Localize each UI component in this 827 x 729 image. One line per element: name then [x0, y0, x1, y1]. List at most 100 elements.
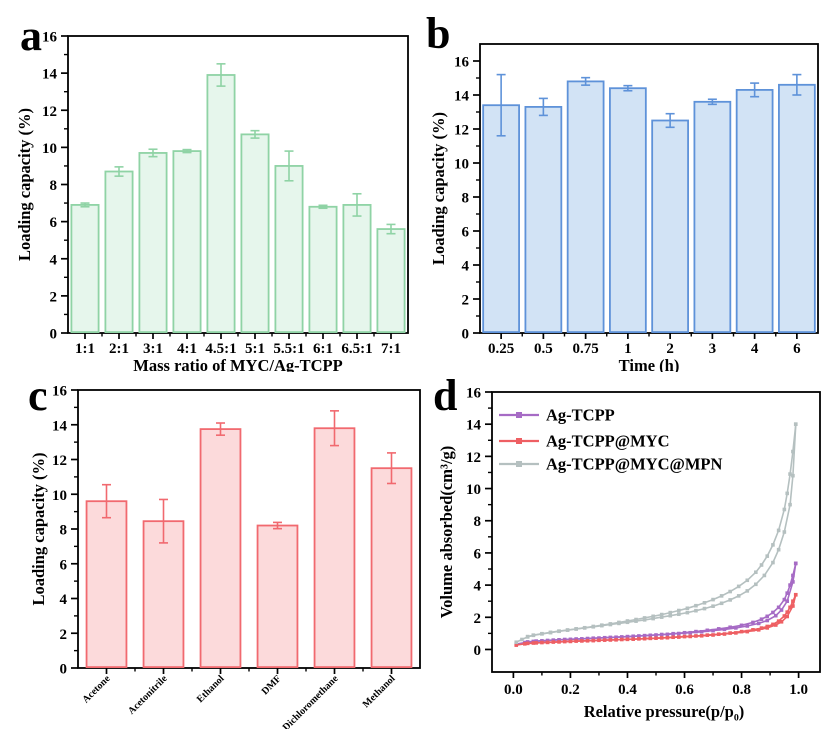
error-bar [352, 192, 362, 217]
x-tick-label: 1:1 [75, 341, 95, 357]
y-tick-label: 8 [60, 523, 68, 539]
error-bar [387, 452, 396, 485]
data-marker [557, 629, 561, 633]
x-tick-label: 5:1 [245, 341, 265, 357]
x-tick-label: 0.4 [618, 682, 637, 698]
bar-7:1 [376, 228, 406, 334]
error-bar [250, 129, 260, 139]
data-marker [694, 603, 698, 608]
data-marker [694, 608, 698, 613]
y-tick-label: 10 [42, 141, 57, 157]
data-marker [602, 638, 607, 642]
bar-0.75 [566, 80, 605, 333]
data-marker [625, 637, 630, 642]
error-bar [216, 422, 225, 436]
data-marker [523, 642, 527, 646]
data-marker [651, 614, 655, 619]
y-tick-label: 2 [474, 611, 482, 627]
x-tick-label: 0.2 [561, 682, 580, 698]
y-tick-label: 16 [52, 384, 68, 400]
data-marker [545, 638, 550, 643]
y-tick-label: 0 [474, 643, 482, 659]
x-tick-label: 1 [624, 341, 632, 357]
x-tick-label: 2 [666, 341, 674, 357]
data-marker [788, 472, 792, 476]
data-marker [694, 629, 698, 634]
data-marker [514, 640, 519, 645]
data-marker [734, 626, 738, 630]
data-marker [525, 641, 530, 646]
error-bar [330, 410, 339, 447]
data-marker [591, 638, 596, 643]
y-axis: 0 2 4 6 8 10 12 14 16 [52, 384, 78, 678]
data-marker [716, 632, 721, 636]
bar-2:1 [104, 170, 134, 334]
data-marker [756, 628, 761, 632]
bar-0.5 [524, 106, 563, 333]
error-bar [581, 76, 591, 86]
panel-label-d: d [433, 371, 458, 420]
x-tick-label: 4:1 [177, 341, 197, 357]
data-marker [791, 599, 795, 603]
error-bar [623, 84, 633, 92]
error-bar [159, 498, 168, 544]
data-marker [773, 613, 778, 618]
data-marker [791, 604, 795, 608]
data-marker [568, 639, 573, 644]
data-marker [765, 614, 770, 619]
bar-4.5:1 [206, 74, 236, 333]
y-axis: 0 2 4 6 8 10 12 14 16 [42, 30, 68, 343]
data-marker [782, 597, 787, 602]
data-marker [782, 507, 787, 512]
data-marker [580, 637, 584, 641]
y-tick-label: 10 [466, 482, 481, 498]
data-marker [637, 637, 641, 641]
bar-6:1 [308, 205, 338, 333]
data-marker [525, 634, 530, 639]
x-tick-label: 1.0 [789, 682, 808, 698]
data-marker [591, 636, 596, 641]
y-tick-label: 16 [466, 386, 482, 402]
data-marker [545, 640, 550, 645]
error-bar [284, 150, 294, 182]
data-marker [771, 560, 775, 565]
x-tick-label: 6 [793, 341, 801, 357]
data-marker [745, 629, 750, 634]
x-tick-label: 0.25 [488, 341, 514, 357]
x-tick-label: Ethanol [195, 673, 227, 705]
data-marker [756, 621, 761, 626]
data-marker [736, 594, 741, 598]
x-axis-title: Time (h) [619, 356, 680, 372]
y-tick-label: 6 [462, 225, 470, 241]
panel-d: d 0 2 4 6 8 10 12 14 16 Volume absorbed(cm³/g) 0.0… [427, 372, 827, 729]
x-tick-label: Acetone [80, 673, 113, 706]
data-marker [531, 633, 536, 637]
bars [482, 73, 816, 334]
bar-1:1 [70, 204, 100, 333]
data-marker [580, 639, 584, 643]
series-Ag-TCPP@MYC [514, 592, 798, 647]
data-marker [771, 622, 775, 627]
bar-1 [609, 87, 647, 333]
panel-a-chart: 0 2 4 6 8 10 12 14 16 Loading capacity (%) 1:1 2:1 3… [0, 0, 414, 375]
x-tick-label: 3:1 [143, 341, 163, 357]
data-marker [677, 612, 681, 617]
bar-Acetone [85, 500, 128, 668]
y-tick-label: 4 [60, 592, 68, 608]
data-marker [565, 628, 570, 632]
series-Ag-TCPP [514, 561, 798, 646]
x-tick-label: 6:1 [313, 341, 333, 357]
error-bar [114, 166, 124, 177]
y-tick-label: 2 [50, 289, 58, 305]
legend-item-Ag-TCPP@MYC: Ag-TCPP@MYC [499, 432, 670, 451]
y-tick-label: 4 [474, 579, 482, 595]
data-marker [617, 620, 621, 625]
y-tick-label: 12 [52, 453, 67, 469]
bar-5:1 [240, 133, 270, 334]
data-marker [625, 619, 630, 623]
data-marker [671, 635, 675, 640]
data-marker [719, 601, 724, 606]
data-marker [557, 638, 561, 642]
